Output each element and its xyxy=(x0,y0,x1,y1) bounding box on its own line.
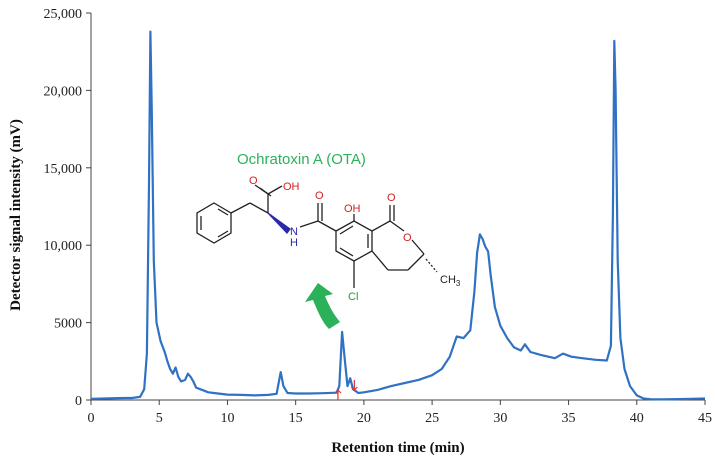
atom-carboxyl-oh: OH xyxy=(283,181,300,193)
x-tick-label: 25 xyxy=(425,411,439,426)
ota-structure xyxy=(196,184,438,288)
atom-methyl: CH3 xyxy=(440,274,461,288)
green-curved-arrow-icon xyxy=(305,283,340,329)
atom-ring-o: O xyxy=(403,232,412,244)
x-tick-label: 40 xyxy=(630,411,644,426)
x-tick-label: 15 xyxy=(289,411,303,426)
chromatogram-line xyxy=(90,30,706,401)
y-ticks: 0 5000 10,000 15,000 20,000 25,000 xyxy=(44,7,91,409)
y-tick-label: 10,000 xyxy=(44,239,83,254)
y-tick-label: 5000 xyxy=(54,317,82,332)
atom-lactone-o: O xyxy=(387,192,396,204)
ota-peak-markers xyxy=(334,380,358,400)
x-tick-label: 0 xyxy=(88,411,95,426)
y-tick-label: 20,000 xyxy=(44,84,83,99)
atom-amide-o: O xyxy=(315,190,324,202)
x-tick-label: 35 xyxy=(562,411,576,426)
x-tick-label: 30 xyxy=(493,411,507,426)
x-tick-label: 45 xyxy=(698,411,712,426)
ota-label: Ochratoxin A (OTA) xyxy=(237,151,366,168)
x-ticks: 0 5 10 15 20 25 30 35 40 45 xyxy=(88,400,712,426)
ota-atom-labels: O OH N H O OH O O Cl CH3 xyxy=(249,175,461,303)
y-tick-label: 15,000 xyxy=(44,162,83,177)
y-axis-title: Detector signal intensity (mV) xyxy=(8,119,24,311)
y-tick-label: 25,000 xyxy=(44,7,83,22)
atom-amine-n: N xyxy=(290,226,298,238)
atom-carboxyl-o: O xyxy=(249,175,258,187)
x-tick-label: 10 xyxy=(220,411,234,426)
peak-marker-arrow xyxy=(350,380,358,391)
atom-chlorine: Cl xyxy=(348,291,358,303)
y-tick-label: 0 xyxy=(75,394,82,409)
peak-marker-arrow xyxy=(334,389,342,400)
x-axis-title: Retention time (min) xyxy=(331,440,464,456)
x-tick-label: 20 xyxy=(357,411,371,426)
x-tick-label: 5 xyxy=(156,411,163,426)
atom-hydroxyl: OH xyxy=(344,203,361,215)
atom-amine-h: H xyxy=(290,237,298,249)
